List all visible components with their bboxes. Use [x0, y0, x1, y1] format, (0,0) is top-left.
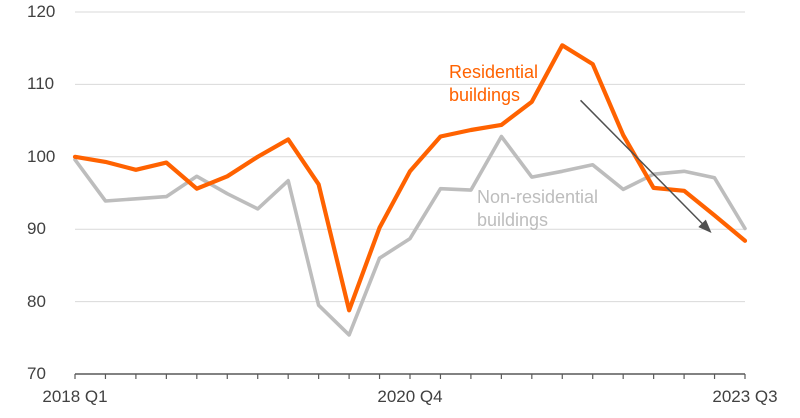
y-axis-label-80: 80: [27, 291, 46, 311]
residential-series-label-line1: Residential: [449, 62, 539, 82]
x-axis-label-2023-Q3: 2023 Q3: [712, 387, 778, 406]
y-axis-label-70: 70: [27, 364, 46, 383]
residential-series-label: Residential buildings: [449, 61, 538, 107]
non-residential-series-label: Non-residential buildings: [477, 186, 598, 232]
gridlines: [75, 11, 745, 303]
y-axis-label-100: 100: [27, 146, 56, 166]
y-axis-label-120: 120: [27, 2, 56, 21]
residential-series-label-line2: buildings: [449, 85, 521, 105]
non-residential-buildings-line: [73, 134, 747, 337]
non-residential-series-label-line1: Non-residential: [477, 187, 599, 207]
downward-trend-arrow: [580, 99, 712, 233]
non-residential-series-label-line2: buildings: [477, 210, 549, 230]
y-axis-label-90: 90: [27, 219, 46, 239]
x-axis: [74, 373, 746, 379]
x-axis-label-2018-Q1: 2018 Q1: [42, 387, 108, 406]
y-axis-label-110: 110: [27, 74, 55, 94]
residential-buildings-line: [72, 43, 748, 313]
x-axis-label-2020-Q4: 2020 Q4: [377, 387, 443, 406]
